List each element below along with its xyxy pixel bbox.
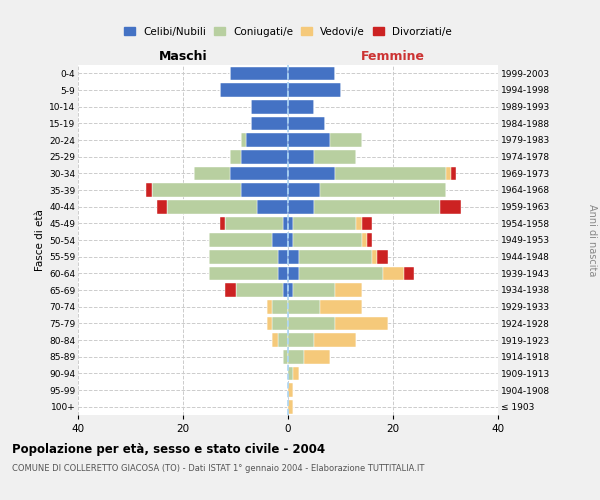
- Text: Anni di nascita: Anni di nascita: [587, 204, 597, 276]
- Bar: [383, 266, 404, 280]
- Bar: [299, 250, 372, 264]
- Bar: [293, 366, 299, 380]
- Bar: [288, 383, 293, 397]
- Bar: [377, 250, 388, 264]
- Bar: [361, 216, 372, 230]
- Bar: [288, 250, 299, 264]
- Bar: [167, 200, 257, 213]
- Bar: [288, 233, 293, 247]
- Bar: [335, 283, 361, 297]
- Bar: [209, 233, 272, 247]
- Bar: [361, 233, 367, 247]
- Bar: [283, 283, 288, 297]
- Bar: [314, 200, 440, 213]
- Bar: [288, 133, 330, 147]
- Bar: [356, 216, 361, 230]
- Y-axis label: Fasce di età: Fasce di età: [35, 209, 45, 271]
- Bar: [209, 266, 277, 280]
- Bar: [272, 316, 288, 330]
- Bar: [299, 266, 383, 280]
- Bar: [288, 166, 335, 180]
- Bar: [272, 233, 288, 247]
- Bar: [157, 200, 167, 213]
- Bar: [335, 166, 445, 180]
- Bar: [246, 133, 288, 147]
- Bar: [288, 400, 293, 413]
- Bar: [288, 150, 314, 164]
- Bar: [277, 250, 288, 264]
- Bar: [272, 300, 288, 314]
- Bar: [293, 233, 361, 247]
- Bar: [372, 250, 377, 264]
- Bar: [220, 83, 288, 97]
- Bar: [288, 83, 341, 97]
- Bar: [230, 166, 288, 180]
- Bar: [288, 350, 304, 364]
- Text: Maschi: Maschi: [158, 50, 208, 62]
- Bar: [235, 283, 283, 297]
- Bar: [367, 233, 372, 247]
- Text: COMUNE DI COLLERETTO GIACOSA (TO) - Dati ISTAT 1° gennaio 2004 - Elaborazione TU: COMUNE DI COLLERETTO GIACOSA (TO) - Dati…: [12, 464, 424, 473]
- Bar: [230, 150, 241, 164]
- Bar: [320, 300, 361, 314]
- Bar: [314, 150, 356, 164]
- Bar: [293, 283, 335, 297]
- Bar: [288, 183, 320, 197]
- Bar: [272, 333, 277, 347]
- Bar: [288, 216, 293, 230]
- Bar: [193, 166, 230, 180]
- Bar: [251, 116, 288, 130]
- Bar: [241, 133, 246, 147]
- Bar: [304, 350, 330, 364]
- Bar: [330, 133, 361, 147]
- Bar: [267, 300, 272, 314]
- Bar: [320, 183, 445, 197]
- Bar: [283, 350, 288, 364]
- Bar: [283, 216, 288, 230]
- Bar: [404, 266, 414, 280]
- Bar: [251, 100, 288, 114]
- Bar: [288, 116, 325, 130]
- Bar: [225, 283, 235, 297]
- Bar: [241, 183, 288, 197]
- Bar: [220, 216, 225, 230]
- Bar: [288, 266, 299, 280]
- Bar: [314, 333, 356, 347]
- Bar: [209, 250, 277, 264]
- Bar: [277, 333, 288, 347]
- Bar: [288, 300, 320, 314]
- Legend: Celibi/Nubili, Coniugati/e, Vedovi/e, Divorziati/e: Celibi/Nubili, Coniugati/e, Vedovi/e, Di…: [122, 24, 454, 39]
- Bar: [288, 333, 314, 347]
- Bar: [288, 366, 293, 380]
- Bar: [440, 200, 461, 213]
- Bar: [277, 266, 288, 280]
- Bar: [267, 316, 272, 330]
- Bar: [241, 150, 288, 164]
- Bar: [288, 316, 335, 330]
- Text: Femmine: Femmine: [361, 50, 425, 62]
- Bar: [146, 183, 151, 197]
- Bar: [230, 66, 288, 80]
- Bar: [257, 200, 288, 213]
- Bar: [293, 216, 356, 230]
- Bar: [445, 166, 451, 180]
- Bar: [288, 100, 314, 114]
- Bar: [335, 316, 388, 330]
- Bar: [151, 183, 241, 197]
- Bar: [288, 200, 314, 213]
- Text: Popolazione per età, sesso e stato civile - 2004: Popolazione per età, sesso e stato civil…: [12, 442, 325, 456]
- Bar: [451, 166, 456, 180]
- Bar: [288, 66, 335, 80]
- Bar: [225, 216, 283, 230]
- Bar: [288, 283, 293, 297]
